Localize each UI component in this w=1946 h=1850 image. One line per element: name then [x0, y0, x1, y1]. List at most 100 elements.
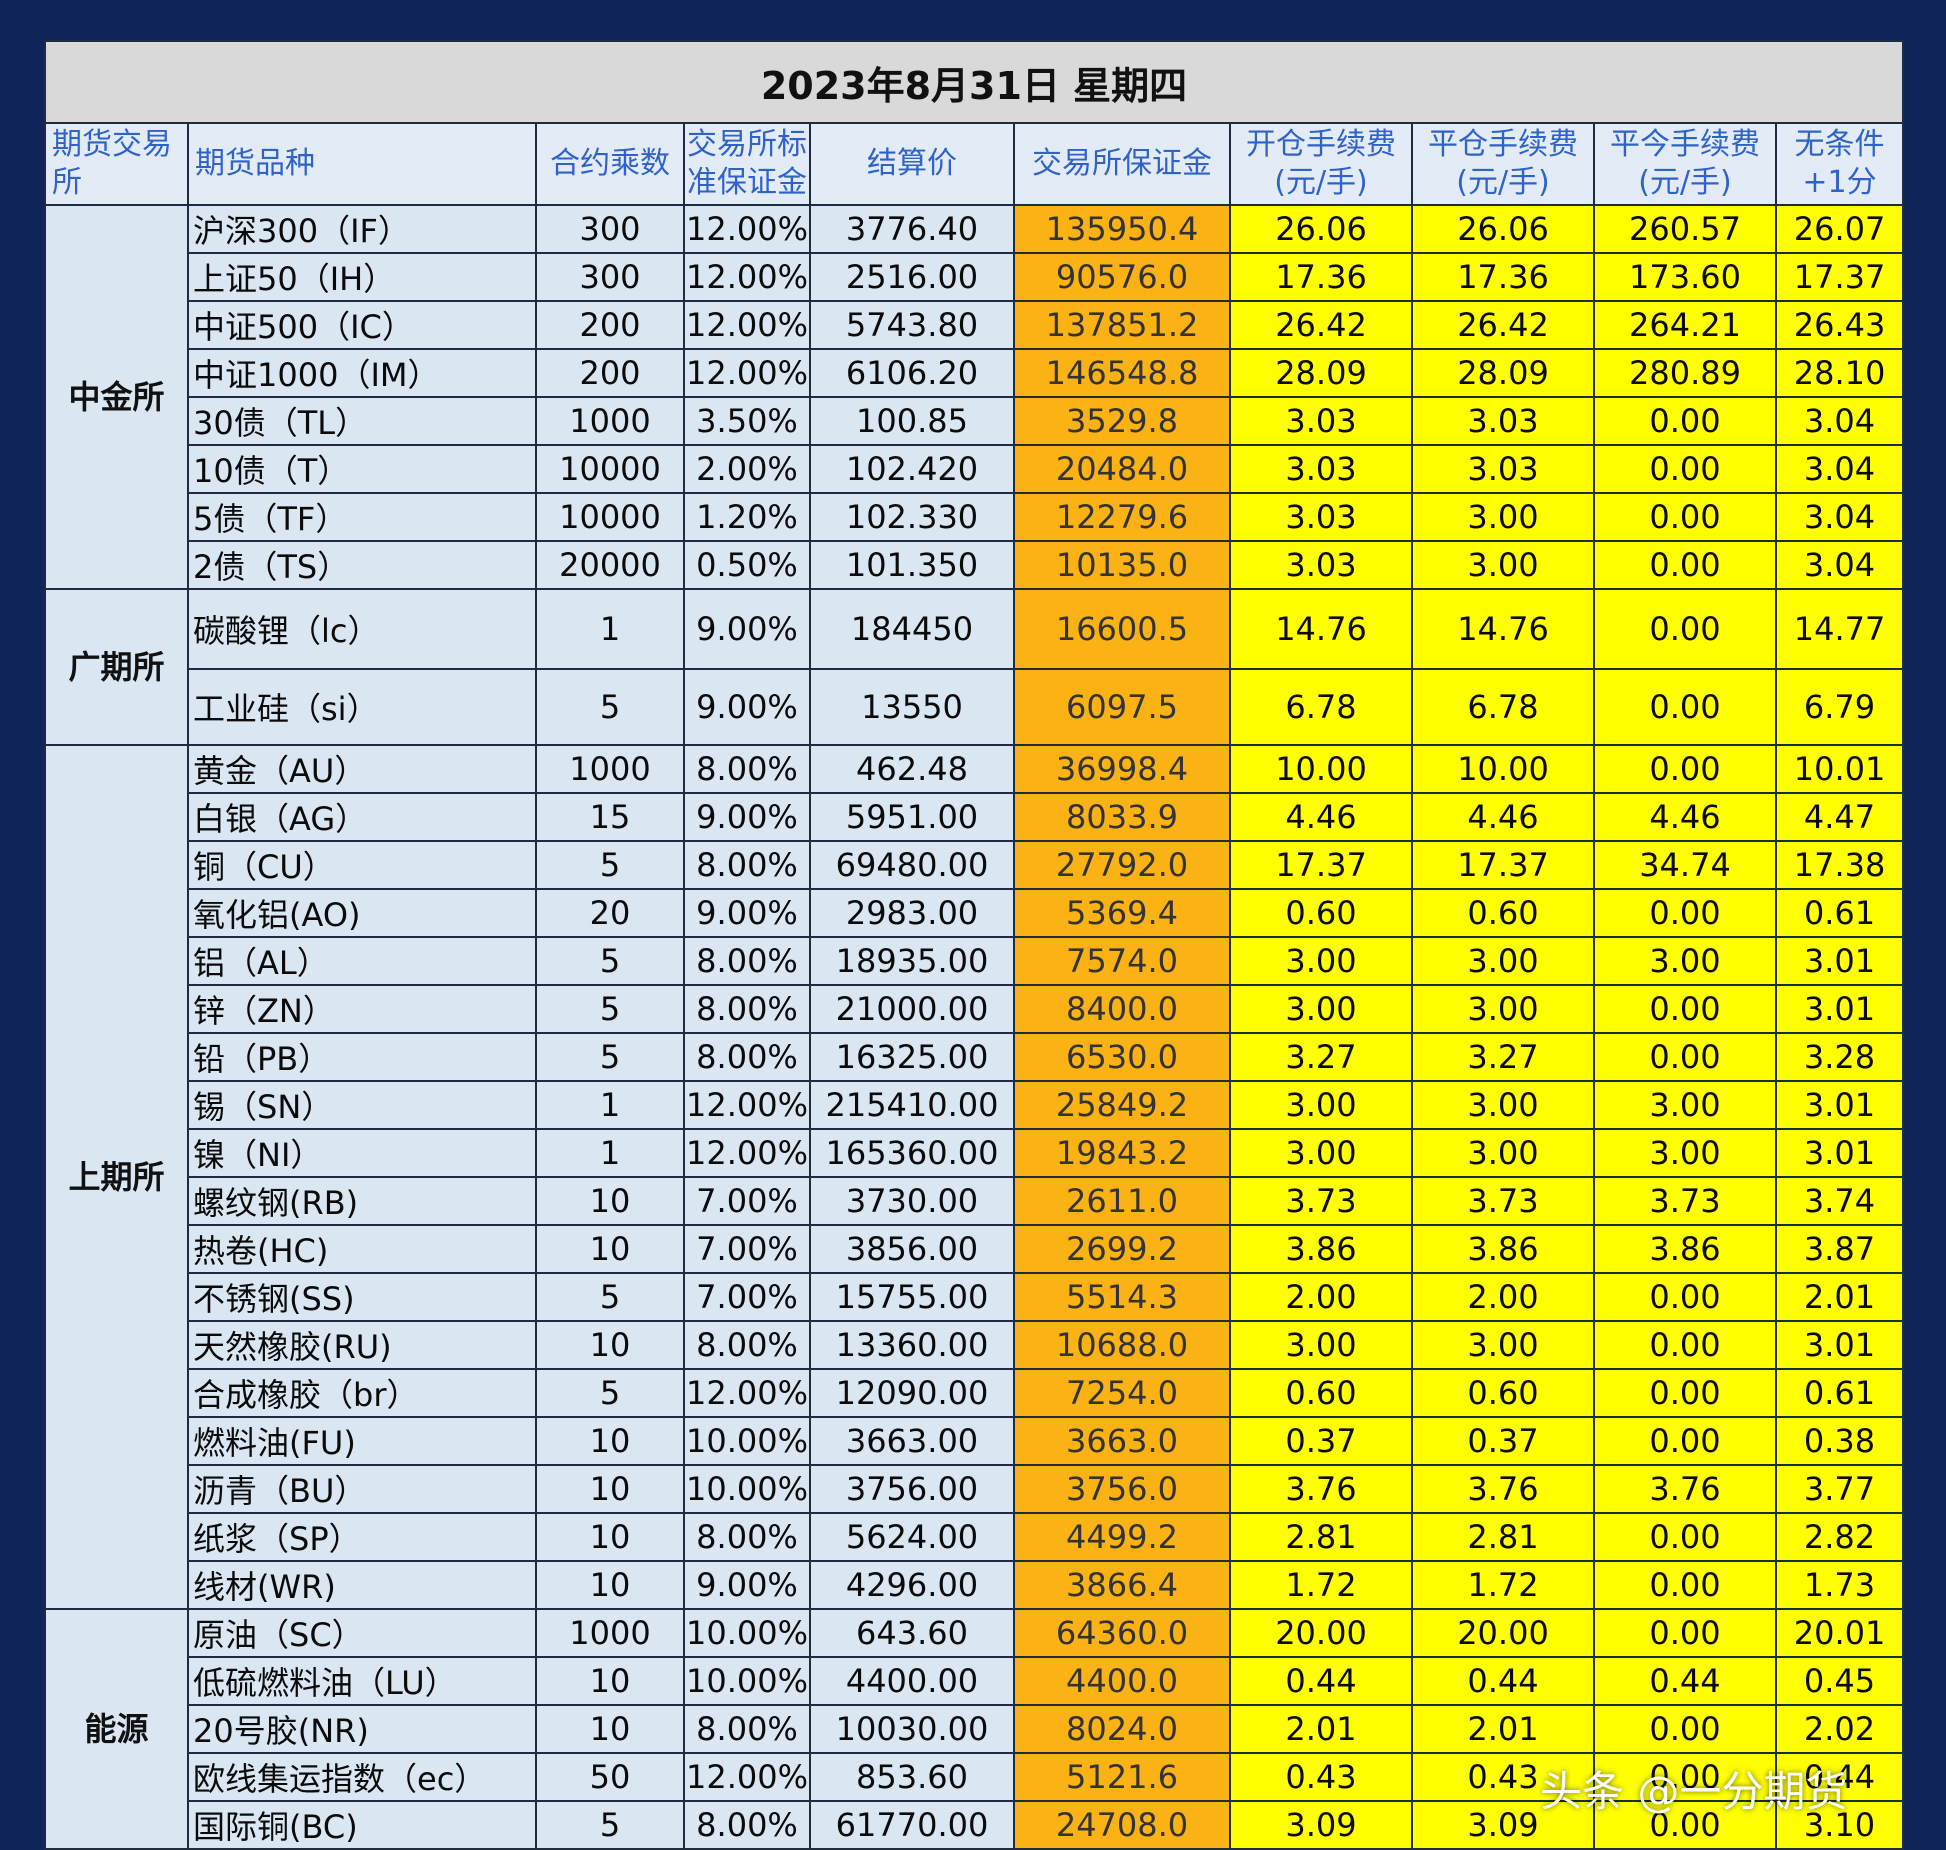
extra-fee: 0.45 [1774, 1656, 1905, 1706]
settle-price: 165360.00 [809, 1128, 1015, 1178]
exchange-margin: 5369.4 [1013, 888, 1231, 938]
extra-fee: 10.01 [1774, 744, 1905, 794]
multiplier: 10 [535, 1512, 685, 1562]
close-today-fee: 0.00 [1593, 1752, 1777, 1802]
product-name: 锌（ZN） [187, 984, 537, 1034]
multiplier: 5 [535, 1368, 685, 1418]
product-name: 国际铜(BC) [187, 1800, 537, 1850]
multiplier: 20000 [535, 540, 685, 590]
multiplier: 5 [535, 936, 685, 986]
header-open-fee-unit: (元/手) [1274, 165, 1368, 200]
extra-fee: 17.37 [1774, 252, 1905, 302]
close-fee: 0.44 [1411, 1656, 1595, 1706]
product-name: 黄金（AU） [187, 744, 537, 794]
settle-price: 3856.00 [809, 1224, 1015, 1274]
close-fee: 14.76 [1411, 588, 1595, 670]
header-multiplier: 合约乘数 [535, 122, 685, 206]
multiplier: 10000 [535, 492, 685, 542]
margin-rate: 8.00% [683, 1512, 811, 1562]
extra-fee: 3.10 [1774, 1800, 1905, 1850]
exchange-margin: 64360.0 [1013, 1608, 1231, 1658]
close-today-fee: 3.00 [1593, 1080, 1777, 1130]
close-today-fee: 3.86 [1593, 1224, 1777, 1274]
extra-fee: 0.44 [1774, 1752, 1905, 1802]
close-fee: 0.43 [1411, 1752, 1595, 1802]
multiplier: 50 [535, 1752, 685, 1802]
open-fee: 3.03 [1229, 492, 1413, 542]
product-name: 欧线集运指数（ec） [187, 1752, 537, 1802]
extra-fee: 3.01 [1774, 936, 1905, 986]
open-fee: 3.09 [1229, 1800, 1413, 1850]
margin-rate: 8.00% [683, 1704, 811, 1754]
table-row: 10债（T） 10000 2.00% 102.420 20484.0 3.03 3.03 0.… [45, 444, 1905, 494]
close-today-fee: 34.74 [1593, 840, 1777, 890]
margin-rate: 7.00% [683, 1272, 811, 1322]
exchange-margin: 4400.0 [1013, 1656, 1231, 1706]
header-today-fee-unit: (元/手) [1638, 165, 1732, 200]
multiplier: 200 [535, 300, 685, 350]
close-fee: 3.00 [1411, 1128, 1595, 1178]
extra-fee: 2.01 [1774, 1272, 1905, 1322]
close-fee: 3.73 [1411, 1176, 1595, 1226]
extra-fee: 3.77 [1774, 1464, 1905, 1514]
multiplier: 5 [535, 1032, 685, 1082]
settle-price: 3756.00 [809, 1464, 1015, 1514]
multiplier: 10 [535, 1416, 685, 1466]
close-fee: 1.72 [1411, 1560, 1595, 1610]
multiplier: 5 [535, 1272, 685, 1322]
open-fee: 3.00 [1229, 1128, 1413, 1178]
table-row: 不锈钢(SS) 5 7.00% 15755.00 5514.3 2.00 2.00 0.00 2… [45, 1272, 1905, 1322]
exchange-margin: 135950.4 [1013, 204, 1231, 254]
margin-rate: 8.00% [683, 1320, 811, 1370]
multiplier: 10000 [535, 444, 685, 494]
settle-price: 13360.00 [809, 1320, 1015, 1370]
product-name: 天然橡胶(RU) [187, 1320, 537, 1370]
settle-price: 643.60 [809, 1608, 1015, 1658]
close-fee: 6.78 [1411, 668, 1595, 746]
margin-rate: 0.50% [683, 540, 811, 590]
close-today-fee: 3.76 [1593, 1464, 1777, 1514]
exchange-margin: 6097.5 [1013, 668, 1231, 746]
close-today-fee: 3.00 [1593, 1128, 1777, 1178]
settle-price: 102.330 [809, 492, 1015, 542]
table-row: 纸浆（SP） 10 8.00% 5624.00 4499.2 2.81 2.81 0.00 2.… [45, 1512, 1905, 1562]
product-name: 沪深300（IF） [187, 204, 537, 254]
multiplier: 5 [535, 668, 685, 746]
open-fee: 26.42 [1229, 300, 1413, 350]
settle-price: 15755.00 [809, 1272, 1015, 1322]
extra-fee: 3.04 [1774, 540, 1905, 590]
close-today-fee: 0.00 [1593, 396, 1777, 446]
open-fee: 17.36 [1229, 252, 1413, 302]
extra-fee: 3.01 [1774, 1080, 1905, 1130]
open-fee: 3.73 [1229, 1176, 1413, 1226]
header-extra: 无条件 +1分 [1774, 122, 1905, 206]
extra-fee: 3.04 [1774, 444, 1905, 494]
table-row: 30债（TL） 1000 3.50% 100.85 3529.8 3.03 3.03 0.00… [45, 396, 1905, 446]
multiplier: 10 [535, 1656, 685, 1706]
table-row: 锌（ZN） 5 8.00% 21000.00 8400.0 3.00 3.00 0.00 3.0… [45, 984, 1905, 1034]
table-row: 上期所 黄金（AU） 1000 8.00% 462.48 36998.4 10.00 10.0… [44, 744, 1905, 1610]
open-fee: 17.37 [1229, 840, 1413, 890]
product-name: 铅（PB） [187, 1032, 537, 1082]
close-fee: 3.00 [1411, 984, 1595, 1034]
extra-fee: 4.47 [1774, 792, 1905, 842]
close-fee: 3.86 [1411, 1224, 1595, 1274]
exchange-margin: 137851.2 [1013, 300, 1231, 350]
close-today-fee: 0.00 [1593, 744, 1777, 794]
close-fee: 3.00 [1411, 540, 1595, 590]
close-today-fee: 264.21 [1593, 300, 1777, 350]
table-row: 铜（CU） 5 8.00% 69480.00 27792.0 17.37 17.37 34.7… [45, 840, 1905, 890]
close-today-fee: 0.00 [1593, 1272, 1777, 1322]
close-today-fee: 0.00 [1593, 1320, 1777, 1370]
close-fee: 26.06 [1411, 204, 1595, 254]
close-today-fee: 0.00 [1593, 1608, 1777, 1658]
product-name: 纸浆（SP） [187, 1512, 537, 1562]
exchange-label-shangqi: 上期所 [44, 744, 189, 1610]
close-fee: 2.00 [1411, 1272, 1595, 1322]
table-row: 白银（AG） 15 9.00% 5951.00 8033.9 4.46 4.46 4.46 4.… [45, 792, 1905, 842]
extra-fee: 3.01 [1774, 984, 1905, 1034]
header-today-fee-label: 平今手续费 [1610, 127, 1760, 162]
close-fee: 3.00 [1411, 492, 1595, 542]
table-row: 中金所 沪深300（IF） 300 12.00% 3776.40 135950.4 26.0… [44, 204, 1905, 590]
multiplier: 10 [535, 1464, 685, 1514]
